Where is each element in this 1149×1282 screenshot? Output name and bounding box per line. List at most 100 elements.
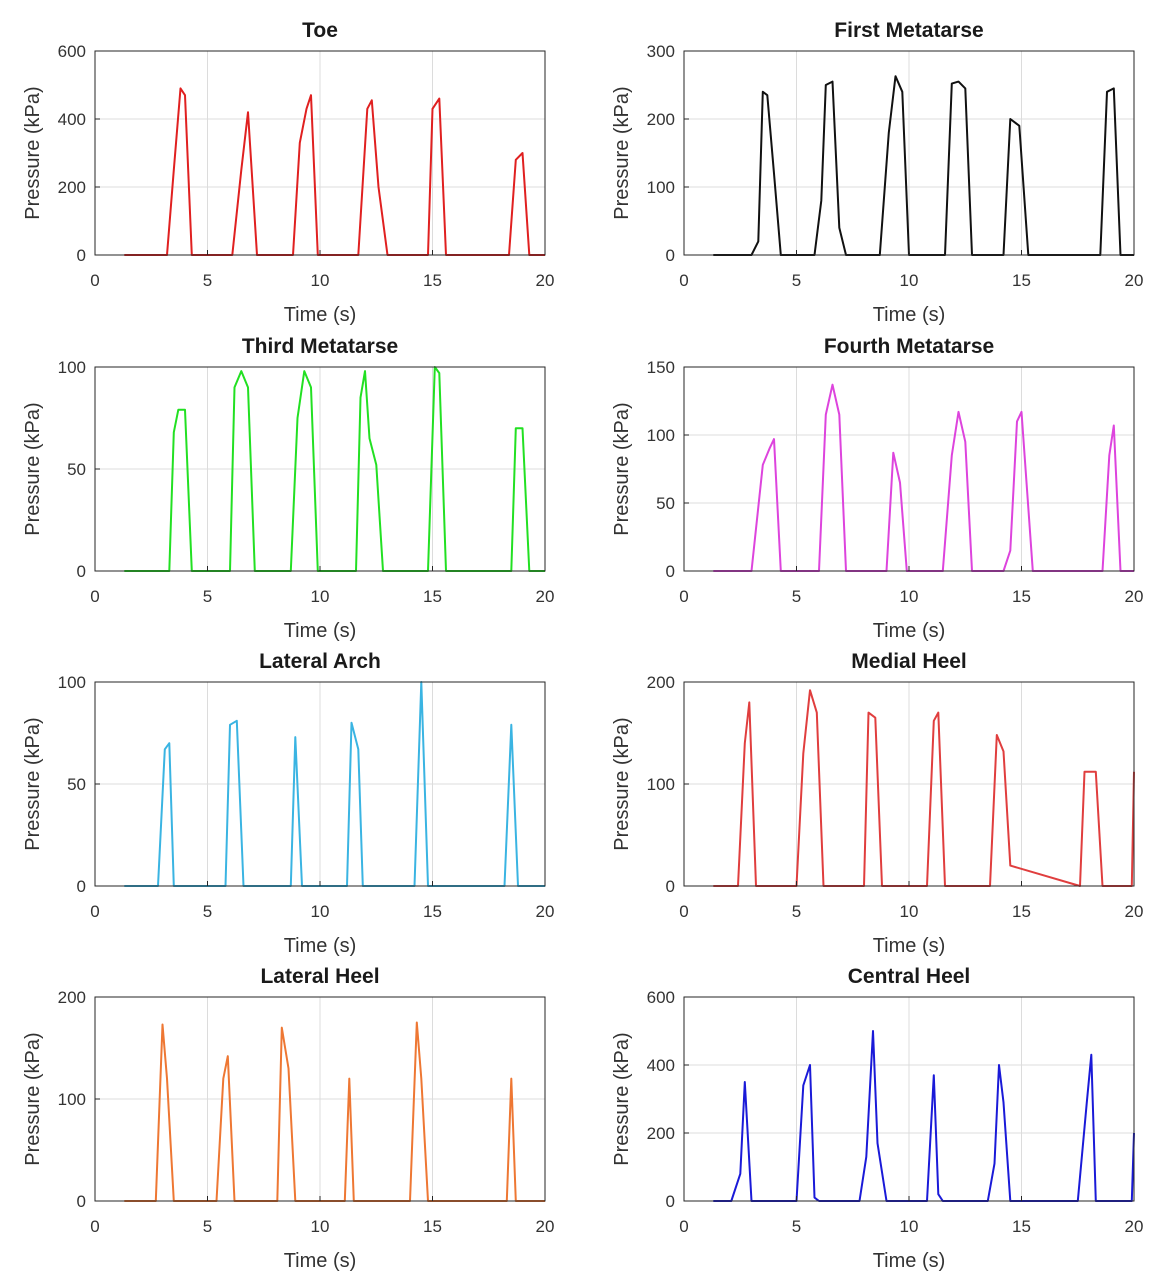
x-tick-label: 0 [679, 271, 688, 290]
subplot: 0 5 10 15 20 0 50 100 150 Fourth Metatarse Time (s… [611, 335, 1143, 642]
y-tick-label: 200 [58, 988, 86, 1007]
x-axis-label: Time (s) [873, 935, 946, 957]
y-tick-label: 200 [647, 673, 675, 692]
x-tick-label: 0 [90, 271, 99, 290]
x-tick-label: 5 [203, 1217, 212, 1236]
subplot: 0 5 10 15 20 0 50 100 Third Metatarse Time (s) Pre… [22, 335, 554, 642]
x-tick-label: 10 [311, 271, 330, 290]
subplot-title: Lateral Arch [259, 650, 381, 673]
x-tick-label: 15 [423, 271, 442, 290]
y-tick-label: 50 [67, 775, 86, 794]
y-tick-label: 0 [666, 246, 675, 265]
y-tick-label: 0 [77, 877, 86, 896]
y-tick-label: 300 [647, 42, 675, 61]
y-tick-label: 600 [58, 42, 86, 61]
y-tick-label: 100 [58, 673, 86, 692]
x-tick-label: 20 [1125, 902, 1144, 921]
x-tick-label: 10 [900, 271, 919, 290]
x-tick-label: 15 [1012, 271, 1031, 290]
y-axis-label: Pressure (kPa) [22, 717, 44, 850]
y-tick-label: 0 [77, 562, 86, 581]
y-tick-label: 0 [666, 1192, 675, 1211]
y-tick-label: 400 [58, 110, 86, 129]
x-tick-label: 10 [900, 587, 919, 606]
x-axis-label: Time (s) [284, 304, 357, 326]
subplot-title: Lateral Heel [260, 965, 379, 988]
x-tick-label: 5 [792, 271, 801, 290]
subplot-title: Central Heel [848, 965, 971, 988]
y-tick-label: 400 [647, 1056, 675, 1075]
x-tick-label: 0 [679, 902, 688, 921]
x-tick-label: 5 [792, 902, 801, 921]
x-tick-label: 10 [900, 1217, 919, 1236]
y-tick-label: 100 [647, 426, 675, 445]
x-tick-label: 20 [1125, 271, 1144, 290]
y-tick-label: 0 [77, 246, 86, 265]
subplot-title: Toe [302, 19, 338, 42]
y-tick-label: 0 [77, 1192, 86, 1211]
y-tick-label: 100 [58, 1090, 86, 1109]
y-tick-label: 0 [666, 562, 675, 581]
x-tick-label: 10 [311, 902, 330, 921]
x-tick-label: 5 [792, 587, 801, 606]
x-tick-label: 0 [90, 587, 99, 606]
x-axis-label: Time (s) [873, 620, 946, 642]
x-tick-label: 0 [90, 1217, 99, 1236]
y-tick-label: 50 [67, 460, 86, 479]
x-axis-label: Time (s) [873, 1250, 946, 1272]
y-axis-label: Pressure (kPa) [611, 1032, 633, 1165]
y-tick-label: 100 [647, 178, 675, 197]
subplot: 0 5 10 15 20 0 50 100 Lateral Arch Time (s) Pressu… [22, 650, 554, 957]
x-tick-label: 20 [1125, 587, 1144, 606]
y-tick-label: 150 [647, 358, 675, 377]
x-tick-label: 15 [423, 587, 442, 606]
y-tick-label: 100 [58, 358, 86, 377]
x-tick-label: 20 [536, 271, 555, 290]
y-tick-label: 200 [58, 178, 86, 197]
subplot-title: Fourth Metatarse [824, 335, 994, 358]
y-tick-label: 50 [656, 494, 675, 513]
x-tick-label: 20 [536, 587, 555, 606]
x-axis-label: Time (s) [284, 935, 357, 957]
x-tick-label: 15 [423, 1217, 442, 1236]
y-tick-label: 100 [647, 775, 675, 794]
y-tick-label: 200 [647, 110, 675, 129]
x-tick-label: 5 [203, 271, 212, 290]
y-tick-label: 0 [666, 877, 675, 896]
subplot-title: First Metatarse [834, 19, 983, 42]
x-tick-label: 20 [1125, 1217, 1144, 1236]
subplot-title: Third Metatarse [242, 335, 398, 358]
data-line [713, 75, 1134, 256]
y-axis-label: Pressure (kPa) [611, 402, 633, 535]
x-tick-label: 5 [792, 1217, 801, 1236]
y-axis-label: Pressure (kPa) [611, 717, 633, 850]
x-tick-label: 20 [536, 1217, 555, 1236]
y-axis-label: Pressure (kPa) [22, 1032, 44, 1165]
x-tick-label: 20 [536, 902, 555, 921]
x-tick-label: 15 [1012, 902, 1031, 921]
x-tick-label: 0 [679, 1217, 688, 1236]
x-tick-label: 5 [203, 587, 212, 606]
x-tick-label: 0 [679, 587, 688, 606]
x-axis-label: Time (s) [284, 620, 357, 642]
x-axis-label: Time (s) [873, 304, 946, 326]
subplot-title: Medial Heel [851, 650, 967, 673]
x-tick-label: 15 [1012, 587, 1031, 606]
x-tick-label: 0 [90, 902, 99, 921]
x-tick-label: 15 [423, 902, 442, 921]
x-tick-label: 15 [1012, 1217, 1031, 1236]
y-tick-label: 600 [647, 988, 675, 1007]
y-axis-label: Pressure (kPa) [22, 86, 44, 219]
x-tick-label: 10 [311, 587, 330, 606]
x-tick-label: 10 [900, 902, 919, 921]
y-axis-label: Pressure (kPa) [611, 86, 633, 219]
y-axis-label: Pressure (kPa) [22, 402, 44, 535]
x-tick-label: 10 [311, 1217, 330, 1236]
y-tick-label: 200 [647, 1124, 675, 1143]
